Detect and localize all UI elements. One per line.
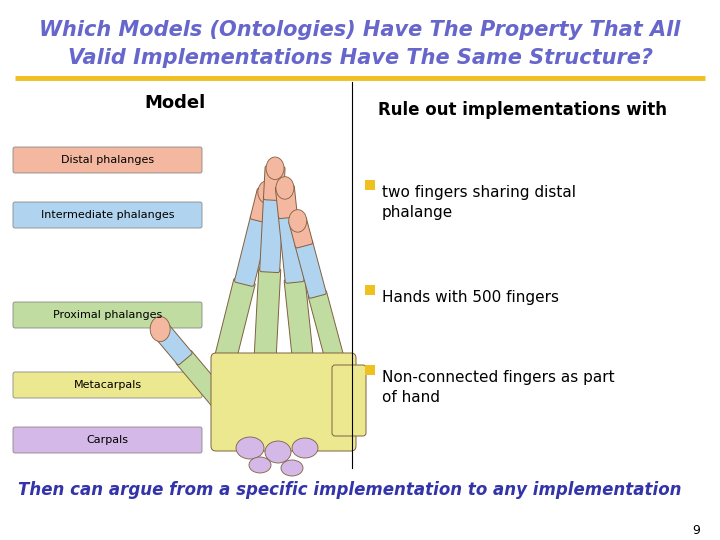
FancyBboxPatch shape: [13, 302, 202, 328]
Ellipse shape: [236, 437, 264, 459]
Text: Valid Implementations Have The Same Structure?: Valid Implementations Have The Same Stru…: [68, 48, 652, 68]
FancyBboxPatch shape: [365, 285, 375, 295]
FancyBboxPatch shape: [13, 202, 202, 228]
Text: Model: Model: [145, 94, 206, 112]
Text: Rule out implementations with: Rule out implementations with: [378, 101, 667, 119]
Text: Proximal phalanges: Proximal phalanges: [53, 310, 162, 320]
Ellipse shape: [281, 460, 303, 476]
FancyBboxPatch shape: [308, 291, 344, 364]
FancyBboxPatch shape: [264, 166, 285, 201]
Text: Then can argue from a specific implementation to any implementation: Then can argue from a specific implement…: [18, 481, 682, 499]
Text: Metacarpals: Metacarpals: [73, 380, 142, 390]
FancyBboxPatch shape: [295, 240, 326, 298]
FancyBboxPatch shape: [176, 350, 228, 407]
FancyBboxPatch shape: [332, 365, 366, 436]
FancyBboxPatch shape: [254, 268, 281, 362]
FancyBboxPatch shape: [365, 180, 375, 190]
Text: 9: 9: [692, 523, 700, 537]
FancyBboxPatch shape: [215, 278, 255, 364]
Text: Non-connected fingers as part
of hand: Non-connected fingers as part of hand: [382, 370, 615, 405]
FancyBboxPatch shape: [260, 196, 284, 273]
Ellipse shape: [289, 210, 307, 232]
FancyBboxPatch shape: [13, 147, 202, 173]
FancyBboxPatch shape: [235, 215, 270, 286]
FancyBboxPatch shape: [13, 372, 202, 398]
FancyBboxPatch shape: [279, 213, 304, 284]
FancyBboxPatch shape: [284, 278, 313, 363]
Ellipse shape: [265, 441, 291, 463]
Text: Distal phalanges: Distal phalanges: [61, 155, 154, 165]
FancyBboxPatch shape: [276, 185, 297, 219]
Ellipse shape: [266, 157, 284, 179]
Text: Intermediate phalanges: Intermediate phalanges: [41, 210, 174, 220]
Text: two fingers sharing distal
phalange: two fingers sharing distal phalange: [382, 185, 576, 220]
FancyBboxPatch shape: [211, 353, 356, 451]
Ellipse shape: [258, 181, 276, 204]
Ellipse shape: [249, 457, 271, 473]
Ellipse shape: [276, 177, 294, 199]
FancyBboxPatch shape: [251, 188, 276, 223]
Ellipse shape: [150, 316, 170, 342]
Text: Carpals: Carpals: [86, 435, 128, 445]
Text: Which Models (Ontologies) Have The Property That All: Which Models (Ontologies) Have The Prope…: [40, 20, 680, 40]
FancyBboxPatch shape: [365, 365, 375, 375]
Text: Hands with 500 fingers: Hands with 500 fingers: [382, 290, 559, 305]
FancyBboxPatch shape: [154, 324, 192, 365]
FancyBboxPatch shape: [289, 217, 312, 248]
Ellipse shape: [292, 438, 318, 458]
FancyBboxPatch shape: [13, 427, 202, 453]
